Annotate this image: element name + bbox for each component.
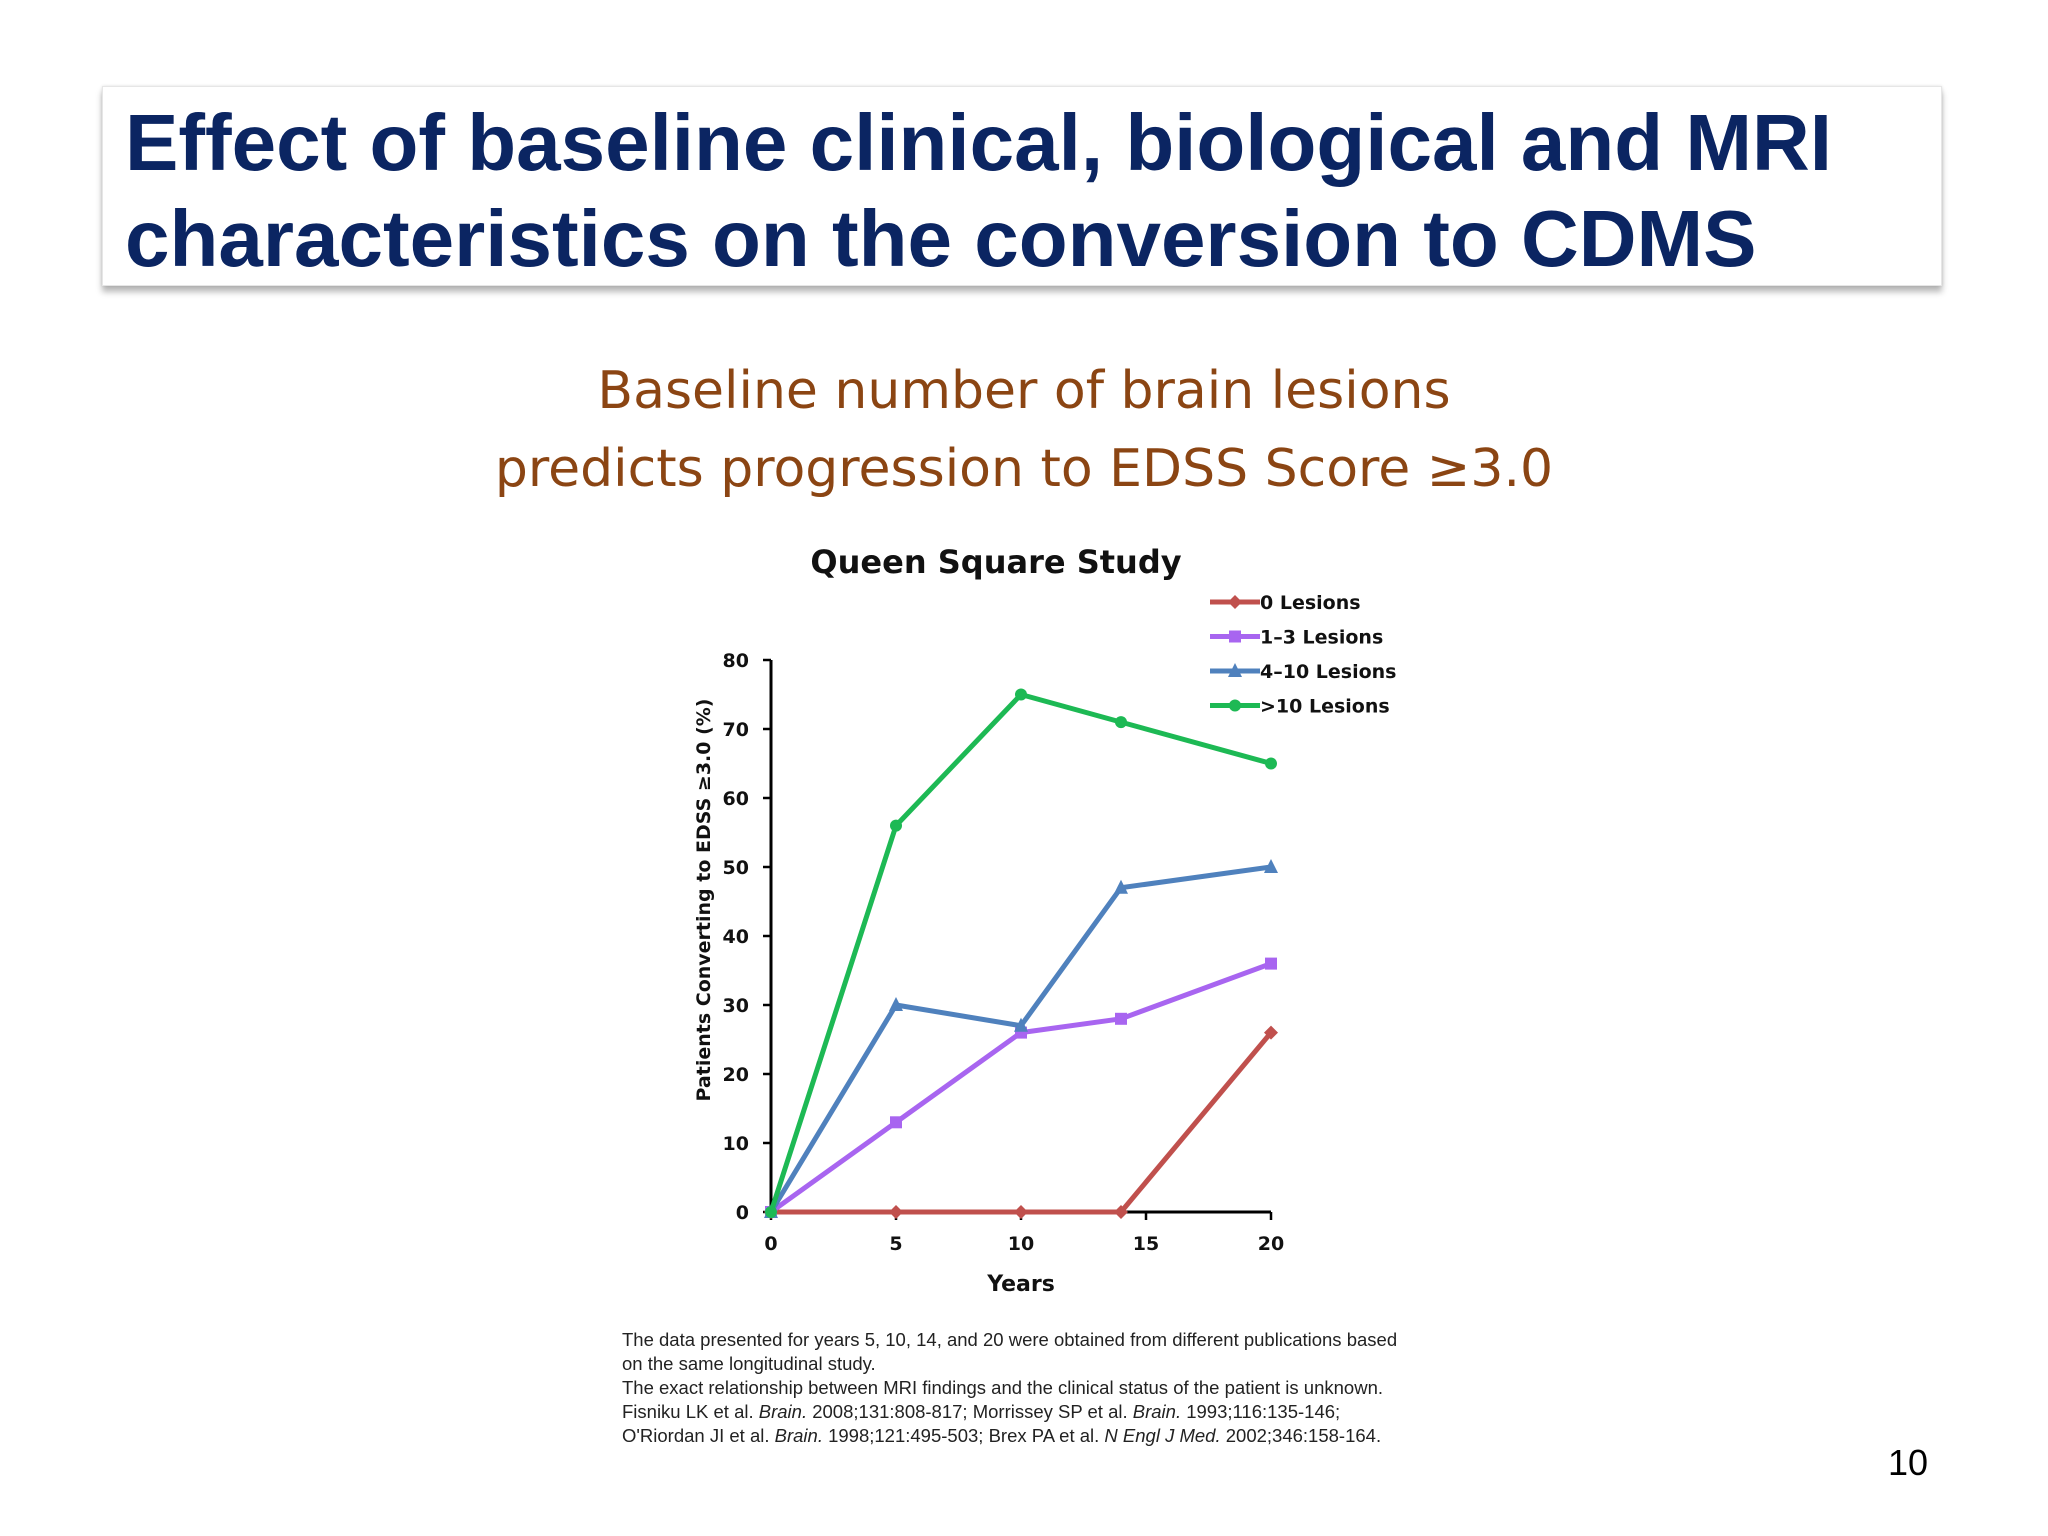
y-axis-label: Patients Converting to EDSS ≥3.0 (%) xyxy=(693,699,715,1102)
y-tick-label: 30 xyxy=(723,995,749,1017)
data-point xyxy=(1265,957,1277,970)
reference-text: Fisniku LK et al. xyxy=(622,1401,759,1422)
data-point xyxy=(1114,1205,1128,1219)
reference-line: O'Riordan JI et al. Brain. 1998;121:495-… xyxy=(622,1424,1502,1448)
x-axis-label: Years xyxy=(986,1272,1055,1297)
data-point xyxy=(1265,757,1277,770)
y-tick-label: 0 xyxy=(736,1202,749,1224)
data-point xyxy=(1014,1017,1028,1032)
data-point xyxy=(1229,630,1241,643)
reference-line: Fisniku LK et al. Brain. 2008;131:808-81… xyxy=(622,1400,1502,1424)
y-tick-label: 60 xyxy=(723,788,749,810)
reference-text: 1993;116:135-146; xyxy=(1181,1401,1341,1422)
series-group xyxy=(764,1025,1278,1219)
legend-label: 4–10 Lesions xyxy=(1260,661,1396,683)
data-point xyxy=(889,997,903,1011)
legend-label: 0 Lesions xyxy=(1260,592,1361,614)
journal-name: Brain. xyxy=(1132,1401,1182,1422)
reference-text: 2008;131:808-817; Morrissey SP et al. xyxy=(807,1401,1133,1422)
footnote-line: on the same longitudinal study. xyxy=(622,1353,876,1374)
data-point xyxy=(1264,1025,1278,1040)
reference-text: 2002;346:158-164. xyxy=(1220,1425,1382,1446)
data-point xyxy=(889,1205,903,1219)
journal-name: Brain. xyxy=(758,1401,808,1422)
x-tick-label: 20 xyxy=(1258,1233,1284,1255)
reference-text: 1998;121:495-503; Brex PA et al. xyxy=(822,1425,1105,1446)
data-point xyxy=(1264,859,1278,873)
footnotes: The data presented for years 5, 10, 14, … xyxy=(622,1328,1502,1448)
chart-title: Queen Square Study xyxy=(810,543,1181,581)
y-tick-label: 10 xyxy=(723,1133,749,1155)
legend-label: 1–3 Lesions xyxy=(1260,627,1383,649)
title-box: Effect of baseline clinical, biological … xyxy=(102,86,1942,286)
journal-name: N Engl J Med. xyxy=(1104,1425,1221,1446)
y-tick-label: 80 xyxy=(723,650,749,672)
data-point xyxy=(1228,663,1242,677)
legend-label: >10 Lesions xyxy=(1260,696,1390,718)
data-point xyxy=(890,819,902,832)
data-point xyxy=(1115,716,1127,729)
slide-title: Effect of baseline clinical, biological … xyxy=(125,98,1832,283)
data-point xyxy=(890,1116,902,1129)
data-point xyxy=(765,1206,777,1218)
x-tick-label: 15 xyxy=(1133,1233,1159,1255)
footnote-line: The data presented for years 5, 10, 14, … xyxy=(622,1329,1398,1350)
x-tick-label: 10 xyxy=(1008,1233,1034,1255)
chart-axes: 0 10 20 30 40 50 60 70 80 0 5 10 15 20 xyxy=(723,650,1285,1255)
data-point xyxy=(1015,688,1027,701)
data-point xyxy=(1115,1012,1127,1025)
y-tick-label: 50 xyxy=(723,857,749,879)
y-tick-label: 20 xyxy=(723,1064,749,1086)
subtitle-line-1: Baseline number of brain lesions xyxy=(597,361,1451,421)
data-point xyxy=(1228,595,1242,609)
journal-name: Brain. xyxy=(774,1425,823,1446)
series-line xyxy=(768,692,1272,1213)
chart-legend: 0 Lesions 1–3 Lesions 4–10 Lesions >10 Lesi… xyxy=(1210,592,1396,718)
data-point xyxy=(1229,699,1241,712)
reference-text: O'Riordan JI et al. xyxy=(622,1425,775,1446)
x-tick-label: 5 xyxy=(889,1233,902,1255)
series-line xyxy=(771,1030,1273,1215)
slide-subtitle: Baseline number of brain lesions predict… xyxy=(0,352,2048,508)
y-tick-label: 70 xyxy=(723,719,749,741)
y-tick-label: 40 xyxy=(723,926,749,948)
series-group xyxy=(765,688,1277,1218)
data-point xyxy=(1114,879,1128,894)
footnote-line: The exact relationship between MRI findi… xyxy=(622,1377,1383,1398)
subtitle-line-2: predicts progression to EDSS Score ≥3.0 xyxy=(494,439,1554,499)
chart-series xyxy=(764,688,1278,1219)
x-tick-label: 0 xyxy=(764,1233,777,1255)
data-point xyxy=(1014,1205,1028,1219)
page-number: 10 xyxy=(1887,1442,1928,1483)
